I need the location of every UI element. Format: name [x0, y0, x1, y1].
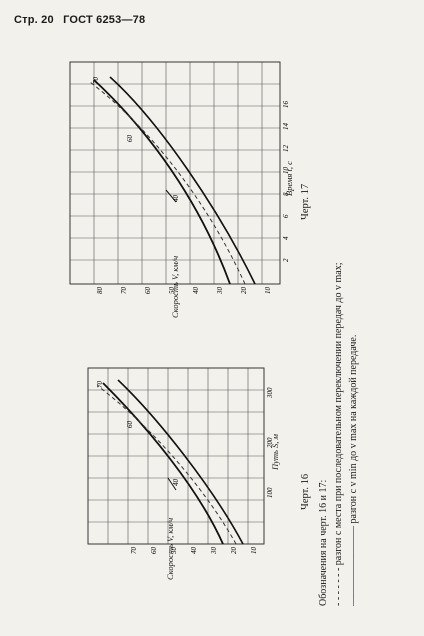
legend-item-dashed: - - - - - - - разгон с места при последо… — [333, 262, 344, 607]
figure-17-curve-label-1: 60 — [126, 135, 134, 143]
figure-16-chart: 10 20 30 40 50 60 70 100 200 300 70 60 40 — [87, 367, 274, 555]
figure-16-y-tick-2: 30 — [210, 547, 218, 556]
figure-17-curve-label-0: 70 — [92, 77, 100, 85]
legend-item-solid: ———————— разгон с v min до v max на кажд… — [348, 334, 359, 606]
figure-17-x-tick-6: 14 — [282, 123, 290, 131]
legend-title: Обозначения на черт. 16 и 17: — [318, 479, 329, 606]
figure-16-curve-70 — [102, 382, 224, 545]
figure-16-x-tick-1: 200 — [266, 437, 274, 448]
figure-17-y-tick-3: 40 — [192, 287, 200, 295]
page-header: Стр. 20 ГОСТ 6253—78 — [14, 14, 151, 26]
figure-17-curve-60 — [109, 76, 256, 285]
figure-16-curve-label-2: 40 — [172, 479, 180, 487]
figure-16-y-tick-4: 50 — [170, 547, 178, 555]
figure-17-y-tick-4: 50 — [168, 287, 176, 295]
figure-16-x-tick-2: 300 — [266, 387, 274, 399]
figure-17-x-tick-7: 16 — [282, 101, 290, 109]
figure-17-x-label: Время t, с — [284, 161, 294, 196]
figure-17-y-tick-2: 30 — [216, 287, 224, 296]
figure-16-frame — [87, 367, 265, 545]
figure-16-curve-60 — [117, 379, 244, 545]
figure-17-curve-label-2: 40 — [172, 195, 180, 203]
figure-16-grid — [88, 368, 264, 544]
figure-17-x-tick-0: 2 — [282, 258, 290, 262]
figure-17-y-tick-6: 70 — [120, 287, 128, 295]
figure-17-caption: Черт. 17 — [300, 183, 311, 220]
figure-16-x-label: Путь S, м — [270, 434, 280, 470]
figure-17-y-tick-7: 80 — [96, 287, 104, 295]
figure-16-x-tick-0: 100 — [266, 487, 274, 498]
figure-16-y-tick-0: 10 — [250, 547, 258, 555]
figure-16-caption: Черт. 16 — [300, 473, 311, 510]
figure-17-y-tick-0: 10 — [264, 287, 272, 295]
page-number: Стр. 20 — [14, 14, 54, 26]
figure-16-y-tick-5: 60 — [150, 547, 158, 555]
figure-17-curve-70 — [93, 79, 231, 285]
figure-16-curve-label-1: 60 — [126, 421, 134, 429]
figure-17-marker — [165, 189, 177, 203]
figure-16-y-tick-1: 20 — [230, 547, 238, 555]
figure-16-curve-dashed — [97, 385, 237, 545]
standard-code: ГОСТ 6253—78 — [63, 14, 146, 26]
figure-16-y-label: Скорость V, км/ч — [165, 517, 175, 580]
figure-17-frame — [69, 61, 281, 285]
figure-17-x-tick-1: 4 — [282, 236, 290, 240]
figure-17-x-tick-2: 6 — [282, 214, 290, 218]
figure-17-x-tick-5: 12 — [282, 145, 290, 153]
figure-17-x-tick-4: 10 — [282, 167, 290, 175]
figure-16-y-tick-6: 70 — [130, 547, 138, 555]
figure-17-x-tick-3: 8 — [282, 192, 290, 196]
figure-17-chart: 10 20 30 40 50 60 70 80 2 4 6 8 10 12 14 16 70 60 40 — [69, 61, 290, 295]
figure-17-y-label: Скорость V, км/ч — [170, 255, 180, 318]
figure-16-curve-label-0: 70 — [96, 381, 104, 389]
figure-17-grid — [70, 62, 280, 284]
figure-17-curve-dashed — [89, 81, 246, 285]
figure-16-marker — [167, 477, 177, 491]
figure-17-y-tick-1: 20 — [240, 287, 248, 295]
figure-17-y-tick-5: 60 — [144, 287, 152, 295]
figure-16-y-tick-3: 40 — [190, 547, 198, 555]
